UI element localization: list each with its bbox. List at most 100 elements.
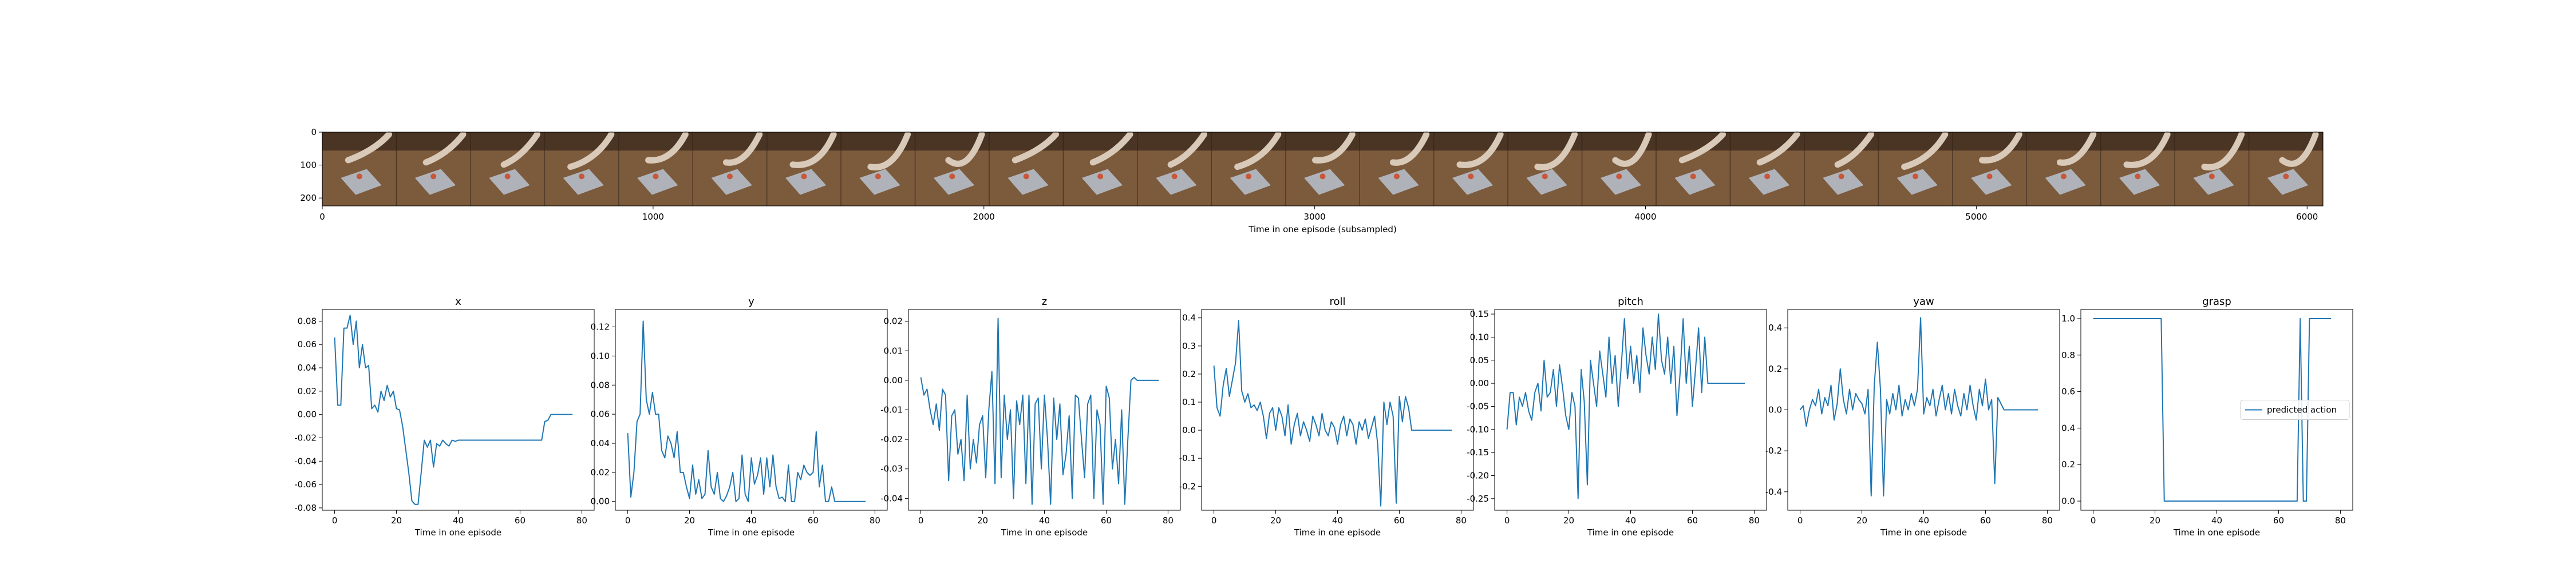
episode-frame [1804,131,1879,206]
x-tick-label: 20 [977,515,988,526]
frame-mat [1748,169,1789,195]
x-tick-label: 20 [1856,515,1867,526]
frame-robot-arm [645,131,689,164]
frame-mat [785,169,827,195]
y-tick-label: 0.1 [1182,397,1196,407]
y-tick-label: 0.02 [298,386,317,396]
y-tick-label: 0.02 [884,316,903,327]
frame-object [1690,173,1696,180]
y-tick-label: 0.12 [591,322,610,332]
frame-robot-arm [867,131,911,170]
frame-object [430,173,437,180]
episode-frame [692,131,767,206]
frame-robot-arm [1834,131,1874,168]
episode-frame [2248,131,2323,206]
x-tick-label: 20 [1563,515,1574,526]
episode-frame [1656,131,1730,206]
frame-mat [933,169,975,195]
frame-mat [637,169,678,195]
frame-mat [1081,169,1123,195]
x-axis-label: Time in one episode [1001,527,1088,538]
frame-robot-arm [422,131,467,166]
y-tick-label: 0.2 [1182,369,1196,379]
y-tick-label: 0.0 [1182,425,1196,435]
frame-mat [1971,169,2012,195]
episode-frames-panel: 0 1000 2000 3000 4000 5000 6000 0 100 200 Time in … [300,127,2324,235]
frame-robot-arm [945,131,985,167]
y-tick-label: 0.6 [2061,387,2075,397]
frame-mat [1897,169,1938,195]
frame-object [1319,173,1326,180]
frame-robot-arm [722,131,763,166]
frame-robot-arm [789,131,837,168]
frame-object [1616,173,1622,180]
y-tick-label: 0.05 [1470,355,1489,366]
plot-title: grasp [2202,296,2231,308]
x-tick-label: 40 [1918,515,1929,526]
frame-mat [1823,169,1864,195]
x-tick-label: 0 [1211,515,1217,526]
episode-frame [1285,131,1360,206]
frame-object [1171,173,1178,180]
y-tick-label: -0.01 [880,405,903,415]
y-tick-label: 0.00 [298,410,317,420]
frame-object [1468,173,1474,180]
y-tick-label: 0.02 [591,467,610,478]
y-tick-label: -0.1 [1179,453,1196,463]
frame-robot-arm [1389,131,1430,166]
episode-frame [989,131,1064,206]
frame-mat [1378,169,1419,195]
frame-object [1913,173,1919,180]
frame-object [1246,173,1252,180]
frame-robot-arm [1456,131,1504,168]
x-tick-label: 40 [1039,515,1050,526]
y-tick-label: 0.10 [1470,332,1489,342]
y-tick-label: -0.2 [1765,446,1782,456]
frame-robot-arm [1612,131,1652,167]
y-tick-label: 0.3 [1182,341,1196,351]
y-tick-label: -0.15 [1467,447,1489,458]
frame-robot-arm [1089,131,1133,166]
frame-robot-arm [1534,131,1578,170]
frame-object [2135,173,2141,180]
frame-object [2060,173,2067,180]
y-tick-label: -0.02 [880,434,903,444]
x-tick-label: 80 [576,515,587,526]
image-y-tick-label: 100 [300,160,317,170]
episode-frame [1062,131,1137,206]
plot-roll: 0 20 40 60 80 -0.2 -0.1 0.0 0.1 0.2 0.3 0.4 roll Time… [1179,296,1474,538]
episode-frame [396,131,471,206]
episode-frame [1878,131,1953,206]
frame-object [1542,173,1548,180]
x-tick-label: 0 [2091,515,2096,526]
frame-object [504,173,511,180]
frame-object [949,173,955,180]
frame-object [801,173,807,180]
legend-box [2240,400,2350,420]
frame-robot-arm [500,131,540,168]
series-line-pitch [1506,313,1745,499]
plot-yaw: 0 20 40 60 80 -0.4 -0.2 0.0 0.2 0.4 yaw Time in one… [1765,296,2060,538]
frame-object [2208,173,2215,180]
frame-object [726,173,733,180]
frame-robot-arm [1756,131,1800,166]
frame-robot-arm [2056,131,2097,166]
frame-mat [341,169,382,195]
y-tick-label: -0.04 [880,493,903,503]
plot-x: 0 20 40 60 80 -0.08 -0.06 -0.04 -0.02 0.00 0.02 0.0… [294,296,595,538]
frame-mat [1674,169,1716,195]
episode-frame [1137,131,1212,206]
y-tick-label: -0.06 [294,479,317,490]
frame-object [1764,173,1771,180]
frame-object [1097,173,1104,180]
frame-robot-arm [1234,131,1282,170]
y-tick-label: 0.4 [1182,313,1196,323]
y-tick-label: 0.08 [591,380,610,390]
x-tick-label: 40 [453,515,464,526]
x-tick-label: 60 [2273,515,2284,526]
plot-title: x [455,296,461,308]
episode-frame [544,131,619,206]
episode-frame [322,131,397,206]
image-x-tick-label: 2000 [973,212,995,222]
frame-mat [1008,169,1049,195]
